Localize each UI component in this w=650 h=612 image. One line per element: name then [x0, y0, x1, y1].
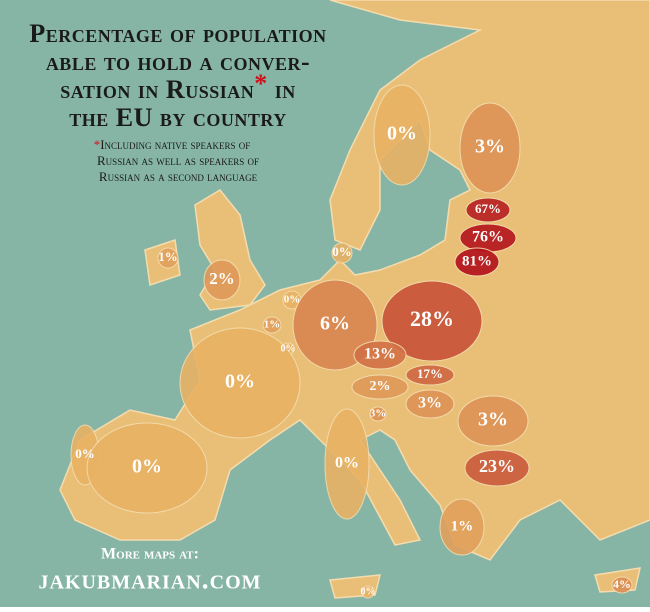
percent-label: 2% [209, 269, 235, 288]
labels: 0% 3% 67% 76% 81% 1% 2% 0% 0% 1% 0% 6% 28% 13% 17% 2% 3%… [75, 123, 631, 598]
percent-label: 0% [335, 455, 359, 472]
title-part: in [268, 75, 296, 104]
country [439, 498, 485, 556]
percent-label: 0% [284, 294, 301, 306]
percent-label: 81% [462, 253, 492, 269]
footnote-line: Russian as well as speakers of [97, 153, 259, 168]
percent-label: 76% [472, 229, 504, 246]
country [381, 280, 483, 362]
country [292, 279, 378, 371]
percent-label: 3% [478, 409, 508, 431]
country [405, 364, 455, 386]
credit-intro: More maps at: [101, 546, 199, 563]
percent-label: 0% [361, 586, 376, 597]
title-line: sation in Russian* in [60, 69, 296, 104]
country [157, 247, 179, 269]
percent-label: 0% [281, 343, 296, 354]
country [454, 247, 500, 277]
percent-label: 23% [479, 456, 515, 476]
country [611, 576, 633, 594]
footnote-line: Russian as a second language [99, 169, 258, 184]
footnote-line: *Including native speakers of [94, 137, 251, 152]
country [351, 374, 409, 400]
percent-label: 0% [332, 244, 352, 259]
percent-label: 6% [320, 313, 350, 335]
percent-label: 13% [364, 346, 396, 363]
percent-label: 0% [132, 456, 162, 478]
title-part: sation in Russian [60, 75, 254, 104]
country [405, 389, 455, 419]
percent-label: 3% [475, 136, 505, 158]
percent-label: 67% [475, 201, 501, 216]
country [262, 316, 282, 334]
percent-label: 1% [451, 518, 474, 534]
title-line: Percentage of population [29, 19, 326, 48]
country [86, 422, 208, 514]
percent-label: 28% [410, 306, 454, 331]
country [361, 585, 375, 599]
credit-site: jakubmarian.com [38, 564, 261, 595]
country [331, 242, 353, 264]
country [465, 197, 511, 223]
country [373, 84, 431, 186]
country [324, 408, 370, 520]
percent-label: 0% [225, 371, 255, 393]
country [369, 406, 387, 422]
percent-label: 17% [417, 366, 443, 381]
percent-label: 1% [158, 249, 178, 264]
country [459, 102, 521, 194]
country [203, 259, 241, 301]
percent-label: 0% [75, 446, 95, 461]
title-line: the EU by country [69, 103, 287, 132]
title-line: able to hold a conver- [46, 47, 310, 76]
percent-label: 4% [613, 577, 631, 591]
asterisk: * [94, 137, 101, 152]
country [353, 340, 407, 370]
country [457, 395, 529, 447]
percent-label: 1% [264, 319, 281, 331]
footnote-text: Including native speakers of [100, 137, 250, 152]
asterisk: * [254, 69, 268, 98]
regions [70, 84, 633, 599]
percent-label: 3% [418, 395, 442, 412]
percent-label: 0% [387, 123, 417, 145]
percent-label: 2% [370, 379, 391, 394]
country [179, 327, 301, 439]
percent-label: 3% [370, 408, 387, 420]
country [464, 449, 530, 487]
